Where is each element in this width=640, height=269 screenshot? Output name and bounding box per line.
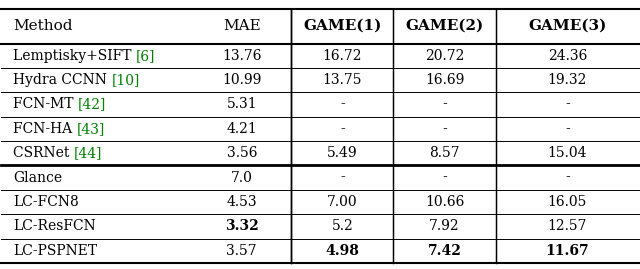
Text: 15.04: 15.04 <box>548 146 588 160</box>
Text: GAME(1): GAME(1) <box>303 19 381 33</box>
Text: 5.31: 5.31 <box>227 97 257 111</box>
Text: 8.57: 8.57 <box>429 146 460 160</box>
Text: 3.57: 3.57 <box>227 244 257 258</box>
Text: 24.36: 24.36 <box>548 49 587 63</box>
Text: Hydra CCNN: Hydra CCNN <box>13 73 112 87</box>
Text: 3.56: 3.56 <box>227 146 257 160</box>
Text: 11.67: 11.67 <box>546 244 589 258</box>
Text: MAE: MAE <box>223 19 260 33</box>
Text: FCN-MT: FCN-MT <box>13 97 78 111</box>
Text: 7.0: 7.0 <box>231 171 253 185</box>
Text: 19.32: 19.32 <box>548 73 587 87</box>
Text: LC-ResFCN: LC-ResFCN <box>13 220 96 233</box>
Text: LC-PSPNET: LC-PSPNET <box>13 244 97 258</box>
Text: 5.49: 5.49 <box>327 146 358 160</box>
Text: 4.53: 4.53 <box>227 195 257 209</box>
Text: -: - <box>442 122 447 136</box>
Text: -: - <box>442 97 447 111</box>
Text: -: - <box>340 97 345 111</box>
Text: 7.92: 7.92 <box>429 220 460 233</box>
Text: GAME(2): GAME(2) <box>405 19 484 33</box>
Text: -: - <box>565 97 570 111</box>
Text: 5.2: 5.2 <box>332 220 353 233</box>
Text: 20.72: 20.72 <box>425 49 464 63</box>
Text: FCN-HA: FCN-HA <box>13 122 77 136</box>
Text: 7.00: 7.00 <box>327 195 358 209</box>
Text: -: - <box>442 171 447 185</box>
Text: CSRNet: CSRNet <box>13 146 74 160</box>
Text: 4.21: 4.21 <box>227 122 257 136</box>
Text: 13.76: 13.76 <box>222 49 262 63</box>
Text: Glance: Glance <box>13 171 63 185</box>
Text: 3.32: 3.32 <box>225 220 259 233</box>
Text: [43]: [43] <box>77 122 105 136</box>
Text: [10]: [10] <box>111 73 140 87</box>
Text: 16.69: 16.69 <box>425 73 464 87</box>
Text: Method: Method <box>13 19 73 33</box>
Text: -: - <box>340 122 345 136</box>
Text: 10.66: 10.66 <box>425 195 464 209</box>
Text: LC-FCN8: LC-FCN8 <box>13 195 79 209</box>
Text: 12.57: 12.57 <box>548 220 588 233</box>
Text: -: - <box>340 171 345 185</box>
Text: [42]: [42] <box>78 97 107 111</box>
Text: 7.42: 7.42 <box>428 244 461 258</box>
Text: GAME(3): GAME(3) <box>528 19 607 33</box>
Text: 10.99: 10.99 <box>222 73 262 87</box>
Text: 16.05: 16.05 <box>548 195 587 209</box>
Text: 16.72: 16.72 <box>323 49 362 63</box>
Text: Lemptisky+SIFT: Lemptisky+SIFT <box>13 49 136 63</box>
Text: -: - <box>565 171 570 185</box>
Text: [44]: [44] <box>74 146 102 160</box>
Text: 4.98: 4.98 <box>325 244 359 258</box>
Text: 13.75: 13.75 <box>323 73 362 87</box>
Text: -: - <box>565 122 570 136</box>
Text: [6]: [6] <box>136 49 156 63</box>
